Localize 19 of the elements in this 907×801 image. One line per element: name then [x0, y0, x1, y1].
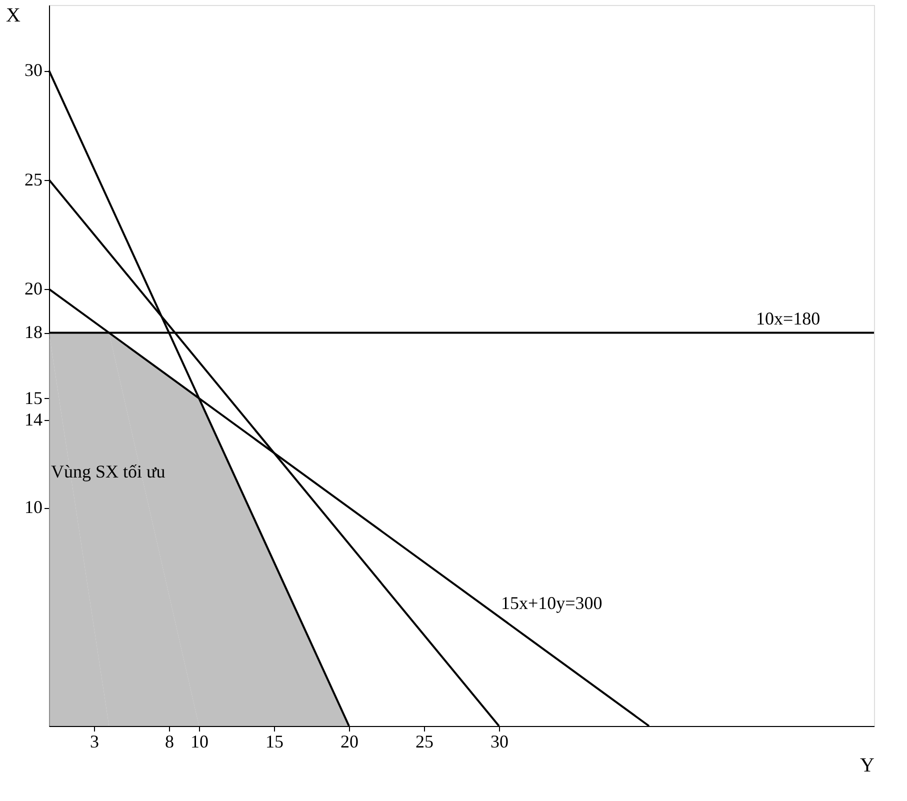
y-tick-label: 30: [24, 60, 42, 80]
annotation: 15x+10y=300: [501, 592, 602, 613]
y-axis-title: X: [6, 4, 22, 26]
x-tick-label: 10: [190, 732, 208, 752]
y-tick-label: 14: [24, 410, 42, 430]
y-tick-label: 20: [24, 278, 42, 299]
y-tick-label: 18: [24, 322, 42, 342]
x-tick-label: 3: [90, 732, 99, 752]
y-tick-label: 25: [24, 169, 42, 190]
x-tick-label: 30: [490, 732, 508, 752]
y-tick-label: 15: [24, 388, 42, 408]
x-tick-label: 20: [340, 732, 358, 752]
x-tick-label: 15: [266, 732, 284, 752]
annotation: Vùng SX tối ưu: [51, 462, 166, 482]
annotation: 10x=180: [756, 308, 820, 329]
x-axis-title: Y: [860, 754, 874, 776]
x-tick-label: 25: [416, 732, 434, 752]
x-tick-label: 8: [165, 732, 174, 752]
y-tick-label: 10: [24, 497, 42, 518]
